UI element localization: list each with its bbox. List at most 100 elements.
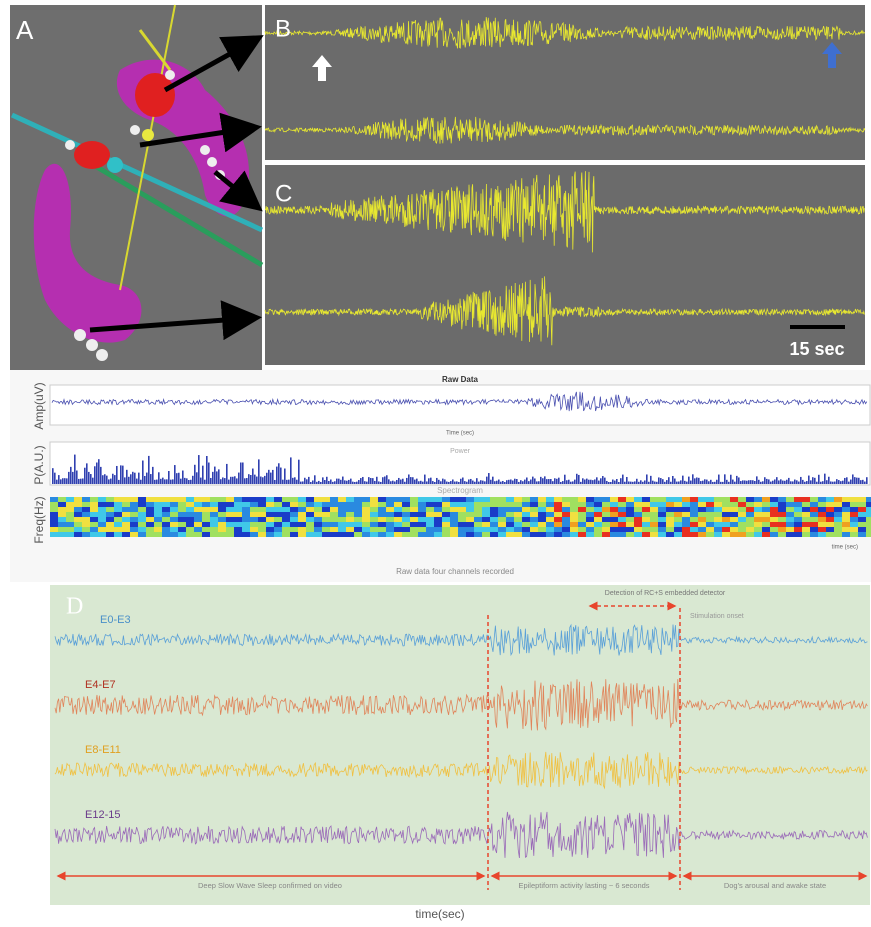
spectrogram-cell [138,512,146,517]
spectrogram-cell [386,502,394,507]
power-bar [602,476,604,484]
spectrogram-cell [818,517,826,522]
spectrogram-cell [562,512,570,517]
spectrogram-cell [858,527,866,532]
power-bar [432,481,434,484]
spectrogram-cell [426,527,434,532]
channel-label: E12-15 [85,809,120,821]
spectrogram-cell [722,527,730,532]
spectrogram-cell [802,512,810,517]
power-bar [454,482,456,484]
spectrogram-cell [626,517,634,522]
power-bar [528,481,530,484]
spectrogram-cell [858,522,866,527]
power-bar [794,480,796,484]
spectrogram-cell [170,532,178,537]
power-bar [468,479,470,484]
spectrogram-cell [370,532,378,537]
spectrogram-cell [370,512,378,517]
spectrogram-cell [818,512,826,517]
spectrogram-cell [762,522,770,527]
power-bar [554,478,556,484]
spectrogram-cell [834,512,842,517]
spectrogram-cell [74,527,82,532]
power-bar [68,472,70,484]
spectrogram-cell [810,532,818,537]
spectrogram-cell [234,507,242,512]
spectrogram-cell [338,522,346,527]
power-bar [56,480,58,484]
spectrogram-cell [82,527,90,532]
spectrogram-cell [346,507,354,512]
power-bar [580,482,582,484]
power-bar [458,482,460,484]
spectrogram-cell [842,502,850,507]
power-bar [328,481,330,484]
spectrogram-cell [602,522,610,527]
power-bar [634,481,636,484]
spectrogram-cell [266,517,274,522]
spectrogram-cell [650,522,658,527]
spectrogram-cell [226,527,234,532]
spectrogram-cell [666,502,674,507]
spectrogram-cell [162,502,170,507]
spectrogram-cell [466,497,474,502]
electrode-contact [74,141,110,169]
power-bar [422,482,424,484]
spectrogram-cell [354,522,362,527]
power-bar [258,459,260,484]
power-bar [480,480,482,484]
spectrogram-cell [338,502,346,507]
power-bar [838,480,840,484]
power-bar [834,482,836,484]
power-bar [394,481,396,484]
power-bar [364,481,366,484]
spectrogram-cell [826,522,834,527]
spectrogram-cell [450,532,458,537]
spectrogram-cell [506,512,514,517]
spectrogram-cell [98,532,106,537]
spectrogram-cell [802,502,810,507]
spectrogram-cell [298,522,306,527]
power-bar [830,481,832,484]
power-bar [160,479,162,484]
raw-axes [50,385,870,425]
spectrogram-cell [474,527,482,532]
spectrogram-cell [138,507,146,512]
power-bar [556,479,558,484]
power-bar [324,480,326,484]
spectrogram-cell [274,497,282,502]
spectrogram-cell [842,507,850,512]
y-label: Freq(Hz) [32,496,46,543]
spectrogram-cell [50,522,58,527]
power-bar [744,480,746,484]
power-bar [586,479,588,484]
power-bar [788,478,790,484]
spectrogram-cell [658,532,666,537]
spectrogram-cell [746,532,754,537]
spectrogram-cell [266,512,274,517]
spectrogram-cell [842,522,850,527]
power-bar [502,481,504,484]
spectrogram-cell [346,502,354,507]
spectrogram-cell [746,502,754,507]
power-bar [262,477,264,484]
spectrogram-cell [490,522,498,527]
spectrogram-cell [202,517,210,522]
spectrogram-cell [178,532,186,537]
power-bar [424,475,426,484]
spectrogram-cell [866,497,871,502]
power-bar [230,477,232,484]
spectrogram-cell [722,532,730,537]
spectrogram-cell [522,497,530,502]
spectrogram-cell [490,502,498,507]
spectrogram-cell [586,532,594,537]
spectrogram-cell [338,497,346,502]
spectrogram-cell [674,527,682,532]
spectrogram-cell [378,532,386,537]
spectrogram-cell [322,532,330,537]
spectrogram-cell [402,497,410,502]
power-bar [842,481,844,484]
power-bar [464,481,466,484]
power-bar [578,475,580,484]
